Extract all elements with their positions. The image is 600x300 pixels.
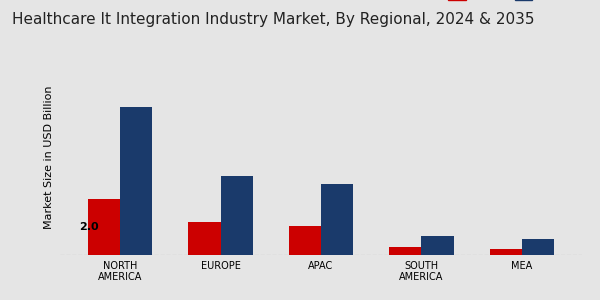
Bar xyxy=(120,107,152,255)
Bar xyxy=(421,236,454,255)
Bar xyxy=(88,199,120,255)
Bar xyxy=(321,184,353,255)
Bar xyxy=(490,249,522,255)
Bar xyxy=(188,222,221,255)
Text: Healthcare It Integration Industry Market, By Regional, 2024 & 2035: Healthcare It Integration Industry Marke… xyxy=(12,12,535,27)
Bar xyxy=(522,239,554,255)
Bar xyxy=(389,247,421,255)
Bar xyxy=(289,226,321,255)
Text: 2.0: 2.0 xyxy=(80,222,99,232)
Bar xyxy=(221,176,253,255)
Y-axis label: Market Size in USD Billion: Market Size in USD Billion xyxy=(44,86,55,229)
Legend: 2024, 2035: 2024, 2035 xyxy=(443,0,576,6)
